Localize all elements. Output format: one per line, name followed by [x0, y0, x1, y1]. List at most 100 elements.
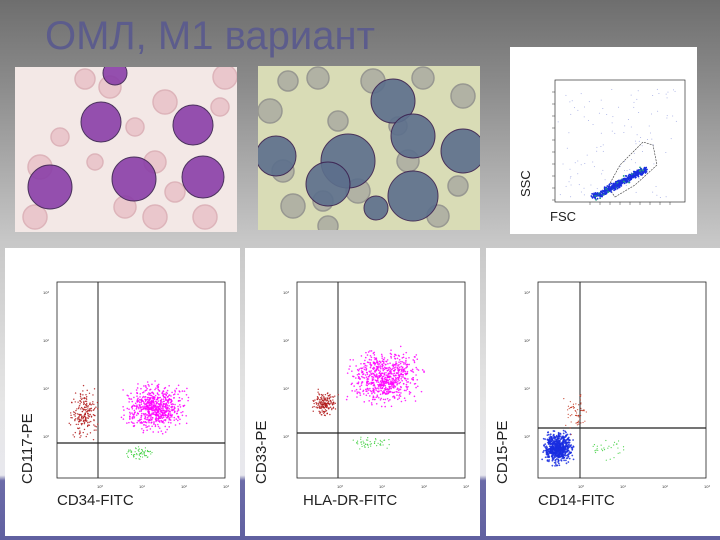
event-dot [396, 384, 398, 386]
event-dot [600, 146, 602, 148]
event-dot [390, 349, 392, 351]
event-dot [146, 404, 148, 407]
event-dot [141, 427, 143, 430]
event-dot [157, 431, 160, 433]
event-dot [133, 396, 135, 399]
event-dot [354, 390, 356, 392]
event-dot [141, 456, 144, 458]
event-dot [149, 394, 152, 397]
event-dot [83, 403, 85, 406]
event-dot [569, 101, 571, 103]
event-dot [393, 381, 396, 384]
event-dot [158, 427, 161, 429]
event-dot [160, 430, 163, 432]
event-dot [554, 464, 556, 467]
event-dot [152, 396, 155, 398]
event-dot [570, 451, 573, 454]
event-dot [390, 355, 392, 358]
event-dot [94, 414, 96, 417]
event-dot [670, 138, 672, 140]
event-dot [142, 405, 144, 408]
event-dot [389, 383, 392, 386]
event-dot [550, 437, 553, 440]
event-dot [401, 357, 404, 359]
event-dot [318, 401, 321, 403]
event-dot [369, 354, 372, 357]
event-dot [142, 453, 144, 455]
event-dot [360, 370, 363, 372]
event-dot [392, 380, 394, 382]
event-dot [319, 403, 322, 405]
event-dot [138, 454, 140, 456]
event-dot [369, 362, 372, 364]
event-dot [349, 365, 351, 367]
event-dot [371, 392, 373, 395]
event-dot [82, 416, 85, 419]
event-dot [318, 405, 321, 407]
event-dot [143, 401, 145, 404]
event-dot [389, 375, 391, 378]
event-dot [565, 444, 568, 447]
event-dot [136, 412, 139, 414]
event-dot [330, 402, 332, 405]
event-dot [392, 377, 394, 380]
event-dot [397, 373, 400, 375]
event-dot [628, 181, 631, 184]
event-dot [381, 360, 384, 363]
event-dot [148, 411, 150, 414]
event-dot [141, 406, 143, 408]
event-dot [153, 409, 155, 411]
event-dot [412, 376, 414, 379]
event-dot [625, 184, 627, 186]
event-dot [386, 390, 388, 393]
event-dot [148, 408, 151, 411]
event-dot [374, 398, 376, 401]
event-dot [83, 423, 86, 425]
event-dot [637, 173, 640, 176]
event-dot [80, 406, 83, 409]
event-dot [569, 415, 571, 417]
flow-plot-hladr-cd33: 10⁰ 10⁰ 10¹ 10¹ 10² 10² 10³ 10³ HLA-DR-FITC CD3… [245, 248, 480, 536]
event-dot [85, 400, 88, 402]
event-dot [403, 377, 406, 379]
event-dot [601, 448, 603, 450]
event-dot [376, 395, 379, 398]
event-dot [164, 418, 167, 421]
event-dot [603, 186, 606, 189]
event-dot [158, 420, 161, 422]
event-dot [602, 150, 604, 152]
event-dot [386, 397, 389, 400]
event-dot [565, 440, 567, 443]
event-dot [549, 437, 551, 440]
event-dot [405, 351, 408, 354]
event-dot [577, 160, 579, 162]
event-dot [575, 412, 578, 414]
event-dot [618, 106, 620, 108]
event-dot [381, 384, 384, 386]
x-tick-label: 10¹ [139, 484, 145, 489]
event-dot [87, 422, 89, 424]
event-dot [138, 398, 141, 401]
blast-cell [102, 67, 128, 86]
event-dot [82, 418, 84, 420]
event-dot [601, 450, 604, 452]
event-dot [405, 379, 408, 382]
event-dot [170, 422, 172, 424]
event-dot [640, 168, 642, 170]
event-dot [414, 356, 416, 358]
event-dot [131, 400, 134, 403]
event-dot [324, 399, 327, 401]
event-dot [323, 405, 325, 408]
event-dot [162, 394, 164, 397]
event-dot [131, 412, 133, 414]
event-dot [356, 392, 359, 395]
event-dot [577, 415, 579, 417]
event-dot [666, 117, 668, 119]
event-dot [137, 383, 139, 385]
event-dot [624, 179, 626, 182]
event-dot [141, 422, 144, 424]
event-dot [374, 357, 377, 360]
blood-smear-image-1 [15, 67, 237, 232]
event-dot [405, 359, 407, 362]
event-dot [360, 367, 362, 369]
